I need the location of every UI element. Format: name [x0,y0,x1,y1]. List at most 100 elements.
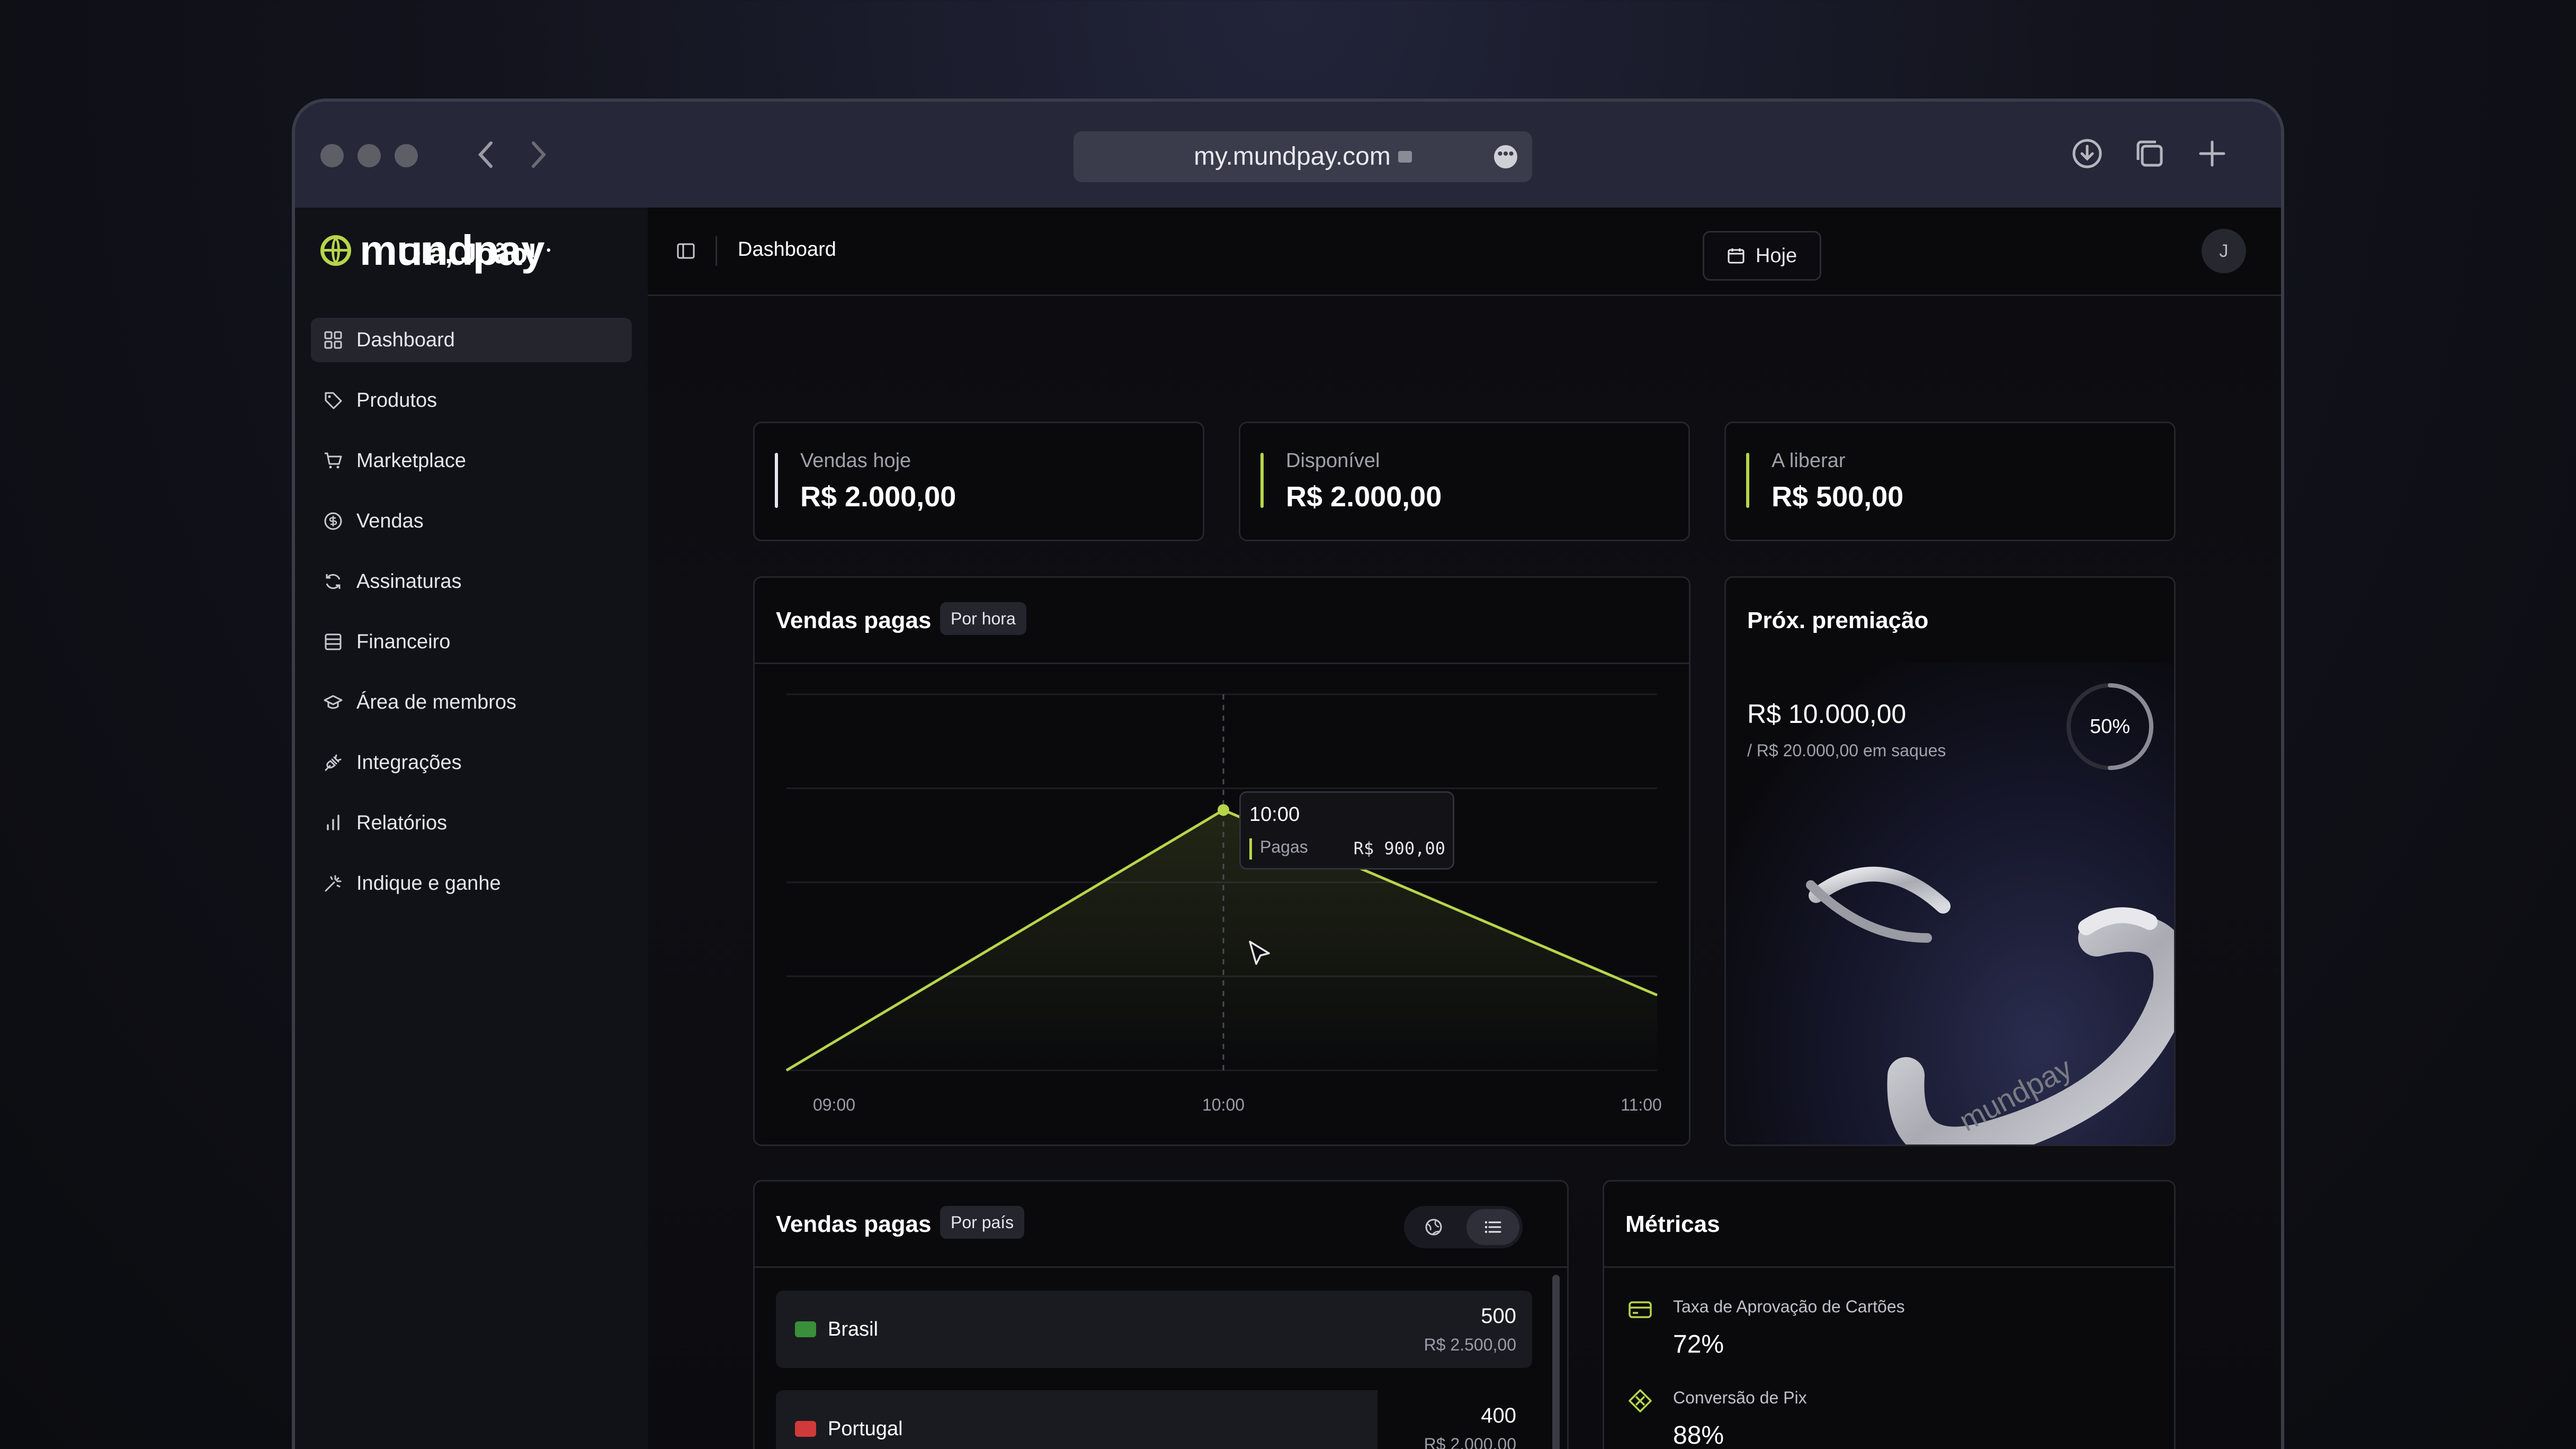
sidebar-item-label: Vendas [356,509,424,532]
url-text: my.mundpay.com [1194,142,1391,171]
metric-label: Conversão de Pix [1673,1388,1807,1407]
card-header: Vendas pagas Por país [755,1182,1567,1268]
graduation-cap-icon [324,695,343,709]
sales-by-country-card: Vendas pagas Por país Brasil 500 R$ 2.50… [753,1180,1569,1449]
top-bar: Dashboard J [648,208,2281,296]
prize-card: Próx. premiação R$ 10.000,00 / R$ 20.000… [1724,576,2176,1146]
avatar[interactable]: J [2202,229,2246,273]
date-filter-label: Hoje [1755,244,1797,267]
greeting-heading: Olá, João! [399,238,538,270]
url-bar[interactable]: my.mundpay.com ••• [1074,131,1532,182]
progress-ring [2067,683,2153,770]
sidebar-item-label: Dashboard [356,328,455,351]
close-window-button[interactable] [320,144,344,167]
forward-arrow-icon[interactable] [528,139,549,176]
sidebar-item-vendas[interactable]: Vendas [311,499,632,543]
filter-pill-por-hora[interactable]: Por hora [940,602,1026,635]
globe-icon [1425,1219,1442,1236]
globe-view-toggle[interactable] [1407,1209,1460,1245]
data-point-highlighted[interactable] [1218,804,1229,816]
lock-icon [1398,151,1412,163]
sidebar-item-label: Produtos [356,389,437,412]
country-name: Brasil [828,1318,879,1340]
metrics-card: Métricas Taxa de Aprovação de Cartões 72… [1603,1180,2176,1449]
sidebar-item-dashboard[interactable]: Dashboard [311,318,632,362]
country-count: 500 [1481,1304,1516,1328]
refresh-icon [326,574,341,589]
filter-pill-por-pais[interactable]: Por país [940,1206,1025,1239]
sidebar-item-integracoes[interactable]: Integrações [311,740,632,785]
x-tick-label: 10:00 [1202,1095,1245,1114]
sidebar-item-relatorios[interactable]: Relatórios [311,801,632,845]
card-header: Vendas pagas Por hora [755,578,1689,664]
stat-accent-bar [775,453,778,508]
breadcrumb[interactable]: Dashboard [738,238,836,261]
minimize-window-button[interactable] [357,144,381,167]
prize-subtitle: / R$ 20.000,00 em saques [1747,741,1946,760]
card-title: Vendas pagas [776,1211,932,1237]
date-filter-button[interactable]: Hoje [1703,231,1821,281]
mundpay-logo[interactable]: mundpay • [320,227,551,274]
tag-icon [325,392,342,409]
card-title: Vendas pagas [776,607,932,633]
sidebar-item-area-de-membros[interactable]: Área de membros [311,680,632,724]
mouse-cursor-icon [1249,941,1270,965]
logo-text: mundpay [360,227,545,274]
list-view-toggle[interactable] [1466,1209,1519,1245]
sidebar-nav: Dashboard Produtos Marketplace Vendas As… [311,318,632,922]
sales-chart-card: Vendas pagas Por hora 09:00 10:00 11:00 [753,576,1690,1146]
sidebar-item-marketplace[interactable]: Marketplace [311,439,632,483]
list-item-country[interactable]: Brasil 500 R$ 2.500,00 [776,1291,1532,1368]
sidebar-item-assinaturas[interactable]: Assinaturas [311,559,632,604]
credit-card-icon [1629,1301,1652,1318]
country-amount: R$ 2.500,00 [1424,1335,1516,1354]
sidebar-item-label: Indique e ganhe [356,872,501,895]
card-title: Próx. premiação [1747,607,1929,633]
stat-label: Disponível [1286,450,1380,472]
scrollbar[interactable] [1552,1275,1560,1449]
sidebar-item-label: Financeiro [356,630,451,653]
wallet-icon [325,633,342,650]
download-icon[interactable] [2071,138,2103,169]
card-header: Métricas [1604,1182,2174,1268]
more-options-icon[interactable]: ••• [1494,145,1517,168]
stat-card-a-liberar: A liberar R$ 500,00 [1724,422,2176,541]
metric-value: 88% [1673,1421,1724,1449]
list-icon [1484,1221,1501,1233]
portugal-flag-icon [795,1421,816,1437]
tooltip-time: 10:00 [1249,803,1300,826]
stat-label: A liberar [1772,450,1846,472]
prize-amount: R$ 10.000,00 [1747,699,1907,729]
sidebar-item-label: Relatórios [356,811,448,834]
country-amount: R$ 2.000,00 [1424,1435,1516,1449]
x-tick-label: 11:00 [1621,1095,1662,1114]
sidebar-item-indique-e-ganhe[interactable]: Indique e ganhe [311,861,632,906]
list-item-country[interactable]: Portugal 400 R$ 2.000,00 [776,1390,1532,1449]
bar-chart-icon [327,815,339,830]
new-tab-icon[interactable] [2196,138,2228,169]
metric-value: 72% [1673,1330,1724,1358]
tabs-overview-icon[interactable] [2134,138,2166,169]
maximize-window-button[interactable] [395,144,418,167]
sidebar-item-financeiro[interactable]: Financeiro [311,620,632,664]
stat-accent-bar [1746,453,1749,508]
card-header: Próx. premiação [1726,578,2174,664]
cart-icon [325,452,342,469]
stat-card-vendas-hoje: Vendas hoje R$ 2.000,00 [753,422,1204,541]
brazil-flag-icon [795,1321,816,1337]
pix-icon [1629,1389,1652,1412]
sparkle-icon [325,875,342,892]
back-arrow-icon[interactable] [475,139,496,176]
dollar-circle-icon [324,512,342,530]
stat-accent-bar [1260,453,1264,508]
grid-icon [324,331,342,349]
bracelet-image: mundpay [1806,866,2174,1144]
sidebar-item-produtos[interactable]: Produtos [311,378,632,423]
sidebar-item-label: Integrações [356,751,462,774]
plug-icon [325,754,342,771]
sidebar-item-label: Assinaturas [356,570,462,593]
series-area-pagas [786,810,1657,1070]
globe-icon [320,235,351,266]
stat-label: Vendas hoje [800,450,911,472]
sidebar-toggle-icon[interactable] [676,241,695,261]
